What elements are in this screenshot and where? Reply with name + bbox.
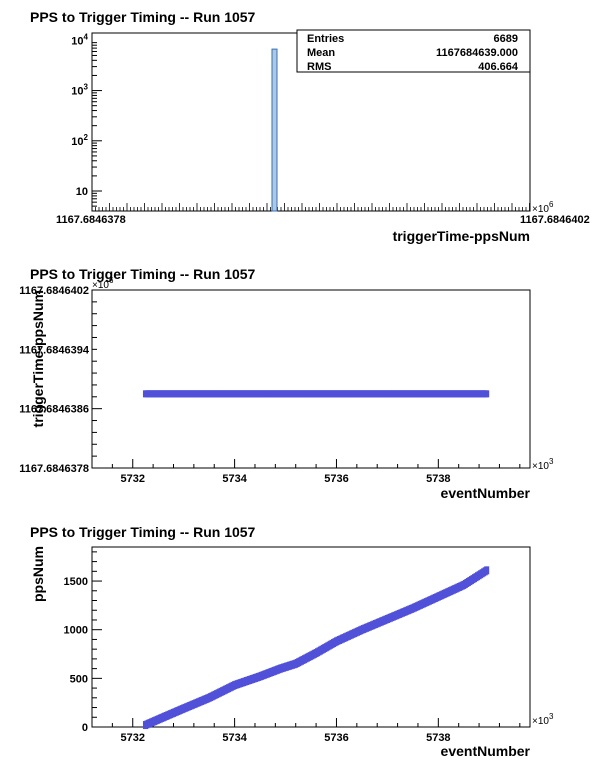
timing-scatter-x-tick-label: 5732	[121, 473, 145, 485]
ppsnum-scatter-x-tick-label: 5736	[324, 732, 348, 744]
ppsnum-scatter-x-multiplier: ×103	[532, 712, 554, 727]
stats-box: Entries 6689 Mean 1167684639.000 RMS 406…	[296, 29, 531, 73]
histogram-x-axis-title: triggerTime-ppsNum	[393, 228, 530, 244]
ppsnum-scatter-y-axis-title: ppsNum	[30, 546, 46, 602]
histogram-panel: PPS to Trigger Timing -- Run 1057 101021…	[30, 9, 590, 244]
timing-scatter-point	[484, 390, 490, 398]
ppsnum-scatter-x-tick-label: 5734	[222, 732, 247, 744]
stats-entries-label: Entries	[307, 33, 344, 45]
timing-scatter-x-multiplier: ×103	[532, 457, 554, 472]
timing-scatter-y-axis-title: triggerTime-ppsNum	[30, 290, 46, 427]
histogram-y-ticks: 10 102 103 104	[71, 32, 102, 212]
histogram-title: PPS to Trigger Timing -- Run 1057	[30, 9, 256, 25]
ppsnum-scatter-y-tick-label: 1500	[64, 576, 88, 588]
ppsnum-scatter-x-axis-title: eventNumber	[441, 743, 531, 759]
timing-scatter-y-tick-label: 1167.6846378	[19, 463, 89, 475]
timing-scatter-x-axis-title: eventNumber	[441, 485, 531, 501]
ppsnum-scatter-panel: PPS to Trigger Timing -- Run 1057 5732 57…	[30, 524, 554, 759]
ppsnum-scatter-y-tick-label: 0	[82, 722, 88, 734]
histogram-x-multiplier-base: ×10	[532, 204, 549, 215]
histogram-y-tick-label: 104	[71, 32, 88, 47]
ppsnum-scatter-points	[142, 566, 490, 730]
histogram-bin	[271, 48, 278, 212]
timing-scatter-y-tick-label: 1167.6846394	[19, 344, 90, 356]
ppsnum-scatter-x-multiplier-base: ×10	[532, 716, 549, 727]
timing-scatter-title: PPS to Trigger Timing -- Run 1057	[30, 266, 256, 282]
ppsnum-scatter-y-tick-label: 1000	[64, 625, 88, 637]
timing-scatter-y-multiplier-base: ×10	[92, 280, 109, 291]
timing-scatter-x-tick-label: 5738	[426, 473, 450, 485]
timing-scatter-y-multiplier-exp: 6	[109, 276, 114, 285]
stats-rms-value: 406.664	[478, 61, 519, 73]
histogram-bins	[271, 48, 278, 212]
ppsnum-scatter-y-tick-label: 500	[70, 673, 88, 685]
ppsnum-scatter-frame	[91, 546, 531, 728]
ppsnum-scatter-y-ticks: 0 500 1000 1500	[64, 551, 102, 734]
histogram-x-multiplier-exp: 6	[549, 200, 554, 209]
ppsnum-scatter-x-tick-label: 5732	[121, 732, 145, 744]
histogram-y-tick-label: 103	[71, 83, 88, 98]
histogram-x-tick-right-label: 1167.6846402	[520, 214, 590, 226]
histogram-x-multiplier: ×106	[532, 200, 554, 215]
timing-scatter-x-tick-label: 5734	[222, 473, 247, 485]
stats-mean-label: Mean	[307, 47, 335, 59]
timing-scatter-y-tick-label: 1167.6846402	[19, 285, 89, 297]
histogram-x-ticks	[91, 203, 530, 211]
timing-scatter-x-multiplier-base: ×10	[532, 461, 549, 472]
ppsnum-scatter-title: PPS to Trigger Timing -- Run 1057	[30, 524, 256, 540]
histogram-y-tick-label: 102	[71, 133, 88, 148]
timing-scatter-x-tick-label: 5736	[324, 473, 348, 485]
stats-rms-label: RMS	[307, 61, 331, 73]
stats-box-frame	[296, 29, 531, 73]
stats-mean-value: 1167684639.000	[436, 47, 518, 59]
ppsnum-scatter-x-tick-label: 5738	[426, 732, 450, 744]
ppsnum-scatter-x-ticks: 5732 5734 5736 5738	[91, 718, 521, 744]
histogram-x-tick-left-label: 1167.6846378	[56, 214, 126, 226]
timing-scatter-x-ticks: 5732 5734 5736 5738	[91, 459, 521, 485]
timing-scatter-panel: PPS to Trigger Timing -- Run 1057 5732 57…	[19, 266, 554, 501]
timing-scatter-x-multiplier-exp: 3	[549, 457, 554, 466]
timing-scatter-frame	[91, 289, 531, 469]
stats-entries-value: 6689	[494, 33, 518, 45]
timing-scatter-y-multiplier: ×106	[92, 276, 114, 291]
timing-scatter-y-ticks: 1167.6846378 1167.6846386 1167.6846394 1167…	[19, 285, 102, 475]
histogram-y-tick-label: 10	[76, 186, 88, 198]
ppsnum-scatter-point	[484, 566, 490, 575]
ppsnum-scatter-x-multiplier-exp: 3	[549, 712, 554, 721]
timing-scatter-y-tick-label: 1167.6846386	[19, 404, 89, 416]
timing-scatter-points	[142, 390, 490, 398]
